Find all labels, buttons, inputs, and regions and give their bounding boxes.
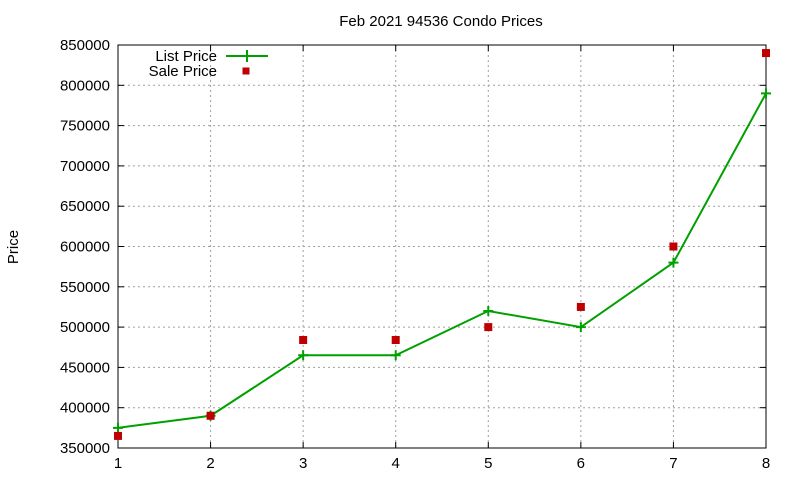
chart-title: Feb 2021 94536 Condo Prices	[339, 13, 542, 30]
y-tick-label: 600000	[60, 239, 110, 256]
x-tick-label: 2	[206, 455, 214, 472]
y-tick-label: 650000	[60, 198, 110, 215]
list-price-point	[575, 322, 586, 333]
sale-price-point	[114, 431, 122, 440]
sale-price-point	[576, 302, 585, 311]
legend-marker-list-price	[241, 50, 253, 62]
list-price-point	[113, 422, 123, 433]
x-tick-label: 3	[299, 455, 307, 472]
sale-price-point	[391, 335, 400, 344]
x-tick-label: 5	[484, 455, 492, 472]
sale-price-point	[299, 335, 308, 344]
list-price-point	[668, 257, 679, 268]
legend-label-sale-price: Sale Price	[149, 63, 217, 80]
x-tick-label: 8	[762, 455, 770, 472]
sale-price-point	[206, 411, 215, 420]
y-tick-label: 350000	[60, 440, 110, 457]
legend: List Price Sale Price	[149, 48, 268, 80]
sale-price-point	[484, 323, 493, 332]
list-price-point	[390, 350, 401, 361]
legend-marker-sale-price	[242, 67, 250, 75]
y-tick-label: 750000	[60, 118, 110, 135]
x-tick-label: 7	[669, 455, 677, 472]
sale-price-point	[669, 242, 678, 251]
grid	[118, 45, 766, 448]
list-price-point	[761, 88, 771, 99]
x-tick-label: 1	[114, 455, 122, 472]
list-price-line	[117, 92, 767, 429]
y-tick-label: 400000	[60, 400, 110, 417]
legend-label-list-price: List Price	[155, 48, 217, 65]
series	[113, 49, 771, 440]
axis-ticks: 1 2 3 4 5 6 7 8 350000 400000 450000 500000 550000 60…	[60, 37, 770, 472]
x-tick-label: 4	[392, 455, 400, 472]
y-axis-label: Price	[5, 230, 22, 264]
y-tick-label: 850000	[60, 37, 110, 54]
sale-price-point	[762, 49, 770, 58]
y-tick-label: 800000	[60, 77, 110, 94]
list-price-point	[298, 350, 309, 361]
x-tick-label: 6	[577, 455, 585, 472]
y-tick-label: 550000	[60, 279, 110, 296]
list-price-point	[483, 305, 494, 316]
y-tick-label: 500000	[60, 319, 110, 336]
y-tick-label: 450000	[60, 359, 110, 376]
y-tick-label: 700000	[60, 158, 110, 175]
